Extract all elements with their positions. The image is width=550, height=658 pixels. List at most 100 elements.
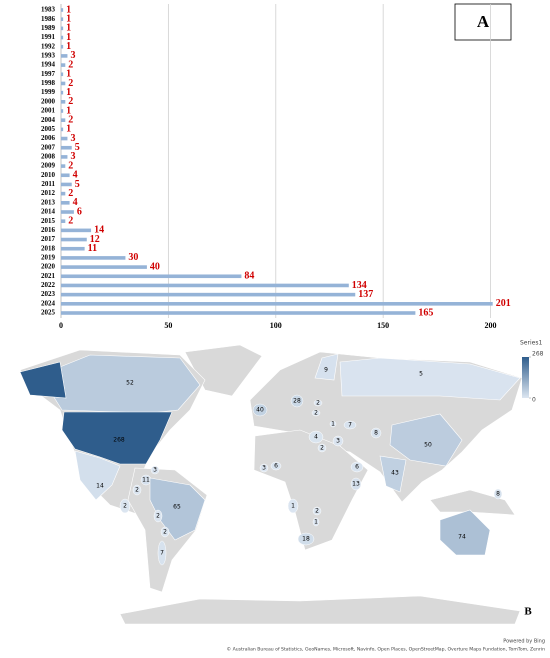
value-label: 40 [150,261,160,272]
region-label: 13 [352,481,360,488]
region [339,357,521,401]
region [39,354,201,414]
y-tick-label: 2025 [41,309,56,317]
value-label: 6 [77,206,82,217]
region-label: 65 [173,504,181,511]
y-tick-label: 1991 [41,33,56,41]
bar [61,136,68,141]
region [153,509,163,523]
region [314,353,339,381]
region-label: 8 [496,491,500,498]
region-label: 8 [374,430,378,437]
y-tick-label: 2007 [41,143,56,151]
region [150,465,160,475]
value-label: 2 [68,96,73,107]
region [290,394,304,408]
region-label: 5 [419,371,423,378]
region [297,532,315,546]
y-tick-label: 2019 [41,254,56,262]
value-label: 137 [358,289,373,300]
bar [61,100,66,104]
y-tick-label: 2010 [41,171,56,179]
y-tick-label: 2021 [41,272,56,280]
y-tick-label: 2001 [41,107,56,115]
y-tick-label: 2000 [41,97,56,105]
region [157,540,167,566]
y-tick-label: 2018 [41,244,56,252]
panel-label: A [477,12,490,31]
x-tick-label: 0 [59,321,63,330]
colorbar-label: 268 [532,351,544,358]
region [439,509,491,556]
region-label: 9 [324,367,328,374]
bar [61,54,68,58]
bar [61,191,66,196]
region-label: 2 [123,503,127,510]
value-label: 1 [66,87,71,98]
region [343,420,357,430]
region-label: 18 [302,536,310,543]
value-label: 30 [128,252,138,263]
bar [61,274,242,279]
value-label: 1 [66,69,71,80]
bar [61,173,70,178]
region [493,488,503,500]
bar [61,72,64,77]
colorbar-label: 0 [532,397,536,404]
y-tick-label: 1989 [41,24,56,32]
region-label: 3 [336,438,340,445]
y-tick-label: 2009 [41,162,56,170]
region-label: 3 [262,465,266,472]
y-tick-label: 2015 [41,217,56,225]
region-label: 7 [348,422,352,429]
region [149,477,206,541]
bar [61,311,416,315]
bar [61,44,64,49]
region-label: 74 [458,534,466,541]
region-label: 2 [163,529,167,536]
y-tick-label: 2012 [41,189,56,197]
region [132,484,142,496]
region [259,463,269,473]
region-label: 40 [256,407,264,414]
value-label: 201 [496,298,511,309]
region-label: 50 [424,442,432,449]
region [312,506,322,516]
value-label: 1 [66,124,71,135]
bar [61,26,64,31]
y-tick-label: 2017 [41,235,56,243]
bar [61,283,349,288]
region [287,498,299,514]
land [253,429,369,551]
region-label: 43 [391,470,399,477]
bar [61,109,64,113]
region [312,517,320,527]
value-label: 2 [68,188,73,199]
value-label: 2 [68,78,73,89]
region-label: 2 [316,400,320,407]
bar [61,219,66,223]
region [389,413,463,467]
bar [61,182,72,187]
region-label: 6 [355,464,359,471]
value-label: 1 [66,105,71,116]
region [308,430,324,444]
region [329,420,337,428]
y-tick-label: 1983 [41,6,56,14]
credits: © Australian Bureau of Statistics, GeoNa… [227,646,546,653]
y-tick-label: 1999 [41,88,56,96]
value-label: 2 [68,114,73,125]
region [317,443,327,453]
bar [61,127,64,132]
y-tick-label: 2005 [41,125,56,133]
region-label: 2 [315,508,319,515]
region-label: 7 [160,550,164,557]
y-tick-label: 1986 [41,15,56,23]
region-label: 11 [142,477,150,484]
bar [61,265,147,269]
region-label: 14 [96,483,104,490]
x-tick-label: 100 [270,321,282,330]
y-tick-label: 1994 [41,61,56,69]
y-tick-label: 2024 [41,299,56,307]
